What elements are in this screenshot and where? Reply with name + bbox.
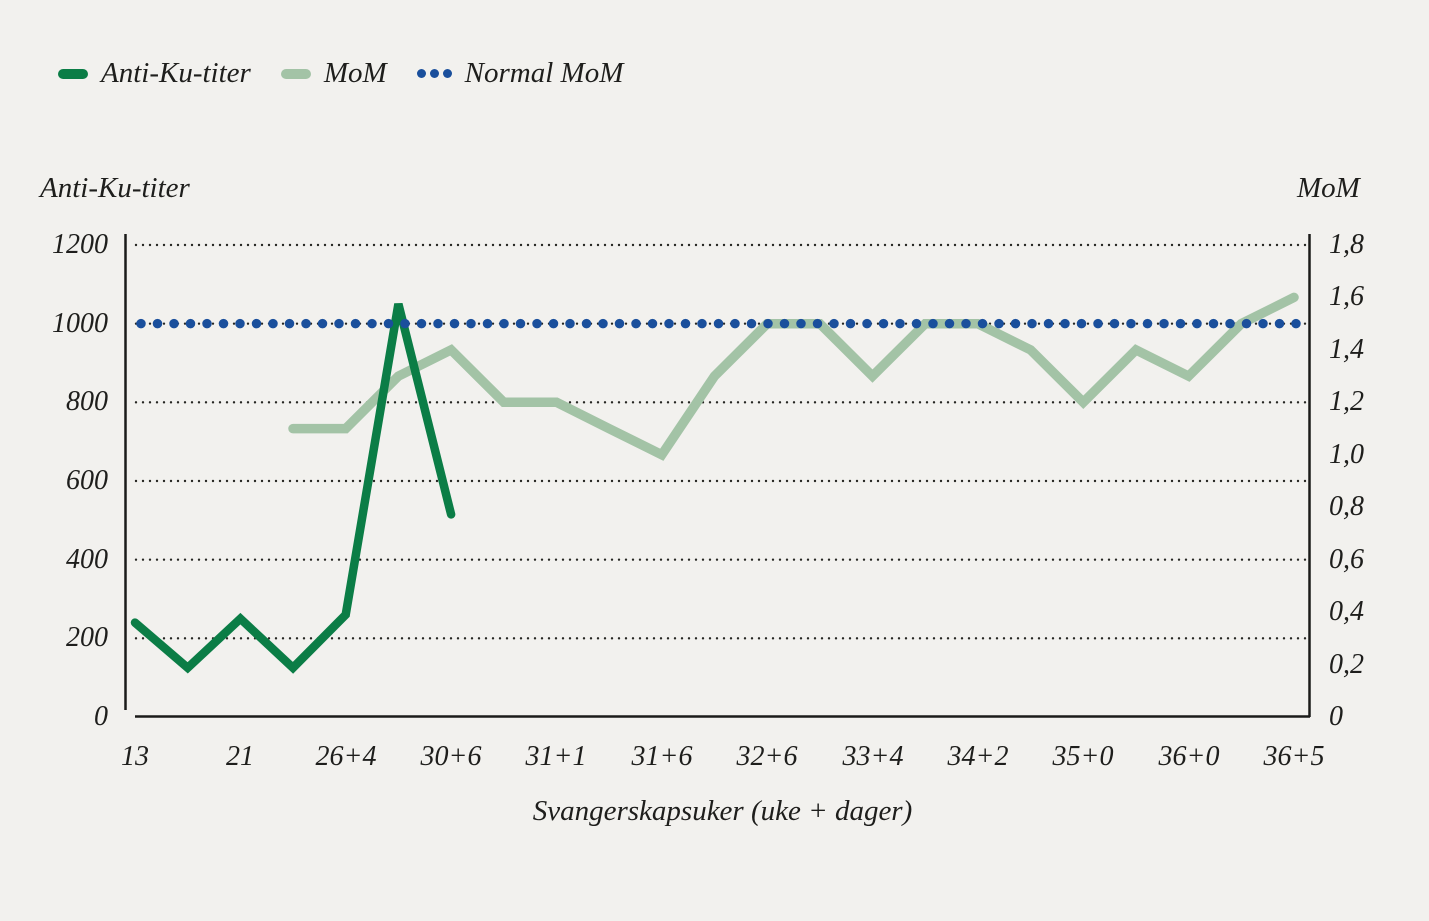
y-right-tick-labels: 1,8 1,6 1,4 1,2 1,0 0,8 0,6 0,4 0,2 0 [1329, 0, 1419, 921]
y-right-tick-label: 0,8 [1329, 491, 1364, 523]
x-tick-label: 31+6 [631, 741, 693, 772]
y-left-tick-label: 1000 [52, 307, 108, 339]
y-left-tick-labels: 1200 1000 800 600 400 200 0 [0, 0, 108, 921]
legend-label-normal-mom: Normal MoM [464, 57, 624, 89]
y-right-tick-label: 1,4 [1329, 333, 1364, 365]
x-tick-label: 13 [121, 741, 149, 772]
y-right-axis-title: MoM [1297, 172, 1360, 204]
legend: Anti-Ku-titer MoM Normal MoM [58, 57, 623, 90]
x-axis-title: Svangerskapsuker (uke + dager) [532, 795, 913, 827]
y-right-tick-label: 0,4 [1329, 596, 1364, 628]
legend-item-mom: MoM [280, 57, 387, 90]
x-tick-label: 36+5 [1263, 741, 1325, 772]
y-right-tick-label: 0,6 [1329, 543, 1364, 575]
y-right-tick-label: 0,2 [1329, 648, 1364, 680]
x-tick-label: 21 [226, 741, 254, 772]
legend-item-normal-mom: Normal MoM [416, 57, 624, 90]
normal-mom-dots-swatch-icon [416, 69, 452, 78]
y-right-tick-label: 1,8 [1329, 229, 1364, 260]
y-left-tick-label: 800 [66, 386, 108, 418]
y-right-tick-label: 1,2 [1329, 386, 1364, 418]
series-line-mom [288, 292, 1299, 461]
x-tick-label: 36+0 [1158, 741, 1220, 772]
y-left-tick-label: 400 [66, 543, 108, 575]
x-tick-label: 30+6 [420, 741, 482, 772]
x-tick-label: 26+4 [315, 741, 377, 772]
anti-ku-titer-line-swatch-icon [58, 68, 88, 79]
y-left-tick-label: 600 [66, 465, 108, 496]
y-left-tick-label: 0 [94, 701, 108, 732]
mom-line-swatch-icon [280, 68, 311, 79]
y-left-tick-label: 1200 [52, 229, 108, 260]
y-right-tick-label: 0 [1329, 701, 1343, 732]
x-tick-label: 31+1 [525, 741, 587, 772]
y-left-tick-label: 200 [66, 622, 108, 654]
y-left-axis-title: Anti-Ku-titer [40, 172, 190, 204]
legend-label-anti-ku-titer: Anti-Ku-titer [101, 57, 251, 89]
legend-item-anti-ku-titer: Anti-Ku-titer [58, 57, 251, 90]
x-tick-label: 33+4 [842, 741, 904, 772]
x-tick-label: 35+0 [1052, 741, 1114, 772]
series-line-anti-ku-titer [130, 302, 456, 674]
legend-label-mom: MoM [323, 57, 387, 89]
y-right-tick-label: 1,6 [1329, 281, 1364, 313]
x-tick-label: 32+6 [736, 741, 798, 772]
x-tick-label: 34+2 [947, 741, 1009, 772]
y-right-tick-label: 1,0 [1329, 438, 1364, 470]
